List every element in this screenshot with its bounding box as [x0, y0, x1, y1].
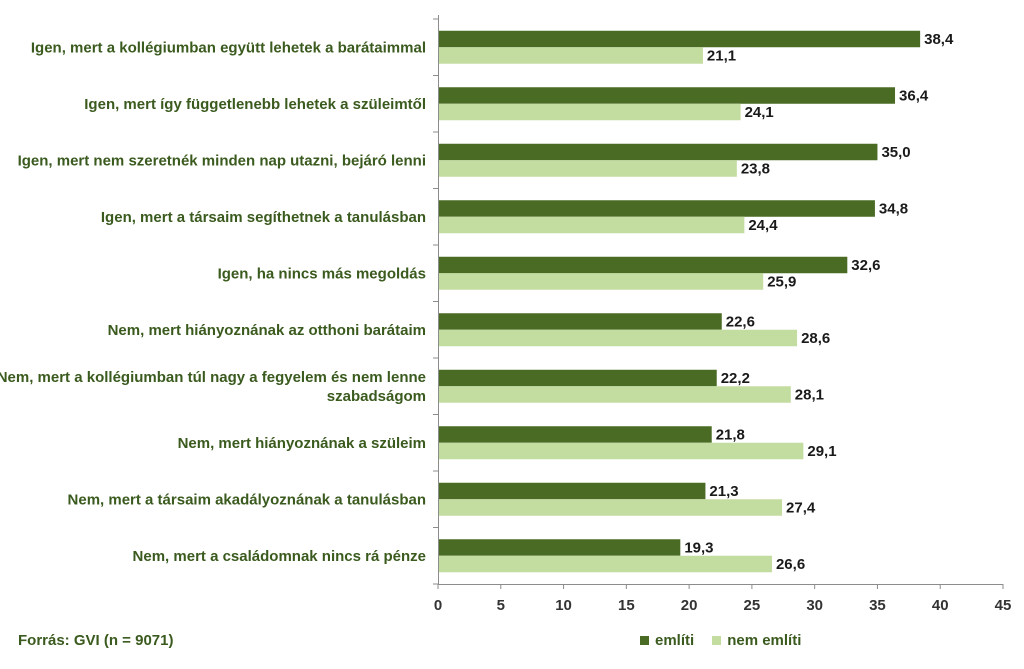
- data-label: 22,6: [726, 314, 755, 331]
- data-label: 21,1: [707, 48, 736, 65]
- data-label: 27,4: [786, 500, 816, 517]
- data-label: 21,8: [716, 427, 745, 444]
- data-label: 19,3: [684, 540, 713, 557]
- x-tick-label: 40: [932, 597, 949, 614]
- data-label: 28,6: [801, 330, 830, 347]
- bar-nem-emliti: [438, 555, 772, 573]
- bar-nem-emliti: [438, 386, 791, 403]
- x-tick-label: 35: [869, 597, 886, 614]
- category-label: Nem, mert a társaim akadályoznának a tan…: [68, 491, 426, 508]
- data-label: 23,8: [741, 161, 770, 178]
- legend-item-nem-emliti: nem említi: [712, 632, 801, 649]
- x-tick-label: 5: [497, 597, 505, 614]
- bar-nem-emliti: [438, 499, 783, 516]
- source-note: Forrás: GVI (n = 9071): [18, 632, 174, 649]
- data-label: 34,8: [879, 201, 908, 218]
- data-label: 22,2: [721, 370, 750, 387]
- legend-swatch-nem-emliti: [712, 636, 722, 645]
- data-label: 28,1: [795, 387, 824, 404]
- legend-swatch-emliti: [640, 636, 649, 645]
- bar-nem-emliti: [438, 103, 741, 121]
- legend-label-emliti: említi: [655, 632, 695, 649]
- bar-nem-emliti: [438, 273, 764, 290]
- category-label: szabadságom: [327, 388, 426, 405]
- legend-item-emliti: említi: [640, 632, 694, 649]
- data-label: 24,4: [748, 217, 778, 234]
- data-label: 25,9: [767, 274, 796, 291]
- data-label: 21,3: [709, 483, 738, 500]
- x-tick-label: 15: [618, 597, 635, 614]
- legend-label-nem-emliti: nem említi: [727, 632, 802, 649]
- bar-emliti: [438, 30, 921, 48]
- bar-nem-emliti: [438, 329, 798, 347]
- bar-emliti: [438, 200, 875, 217]
- legend: említi nem említi: [640, 632, 801, 649]
- bar-emliti: [438, 369, 717, 387]
- data-label: 24,1: [745, 104, 774, 121]
- bar-emliti: [438, 539, 681, 556]
- bar-nem-emliti: [438, 216, 745, 234]
- category-label: Igen, mert a társaim segíthetnek a tanul…: [101, 209, 426, 226]
- x-tick-label: 10: [555, 597, 572, 614]
- x-tick-label: 20: [681, 597, 698, 614]
- bar-emliti: [438, 256, 848, 274]
- category-label: Igen, mert nem szeretnék minden nap utaz…: [18, 152, 426, 169]
- data-label: 29,1: [807, 443, 836, 460]
- data-label: 35,0: [881, 144, 910, 161]
- category-label: Igen, mert így függetlenebb lehetek a sz…: [84, 96, 426, 113]
- category-label: Igen, ha nincs más megoldás: [218, 265, 426, 282]
- data-label: 26,6: [776, 556, 805, 573]
- x-tick-label: 45: [995, 597, 1012, 614]
- bar-emliti: [438, 482, 706, 500]
- bar-nem-emliti: [438, 442, 804, 460]
- category-label: Nem, mert hiányoznának az otthoni baráta…: [108, 322, 426, 339]
- data-label: 38,4: [924, 31, 954, 48]
- data-label: 36,4: [899, 88, 929, 105]
- data-label: 32,6: [851, 257, 880, 274]
- bar-emliti: [438, 87, 896, 104]
- x-tick-label: 0: [434, 597, 442, 614]
- bar-emliti: [438, 313, 722, 330]
- category-label: Nem, mert a kollégiumban túl nagy a fegy…: [0, 369, 426, 386]
- category-label: Nem, mert a családomnak nincs rá pénze: [133, 548, 426, 565]
- x-tick-label: 25: [744, 597, 761, 614]
- x-tick-label: 30: [806, 597, 823, 614]
- bar-emliti: [438, 143, 878, 161]
- category-label: Igen, mert a kollégiumban együtt lehetek…: [31, 39, 426, 56]
- bar-emliti: [438, 426, 712, 443]
- category-label: Nem, mert hiányoznának a szüleim: [178, 435, 426, 452]
- bar-nem-emliti: [438, 160, 737, 177]
- bar-nem-emliti: [438, 47, 703, 64]
